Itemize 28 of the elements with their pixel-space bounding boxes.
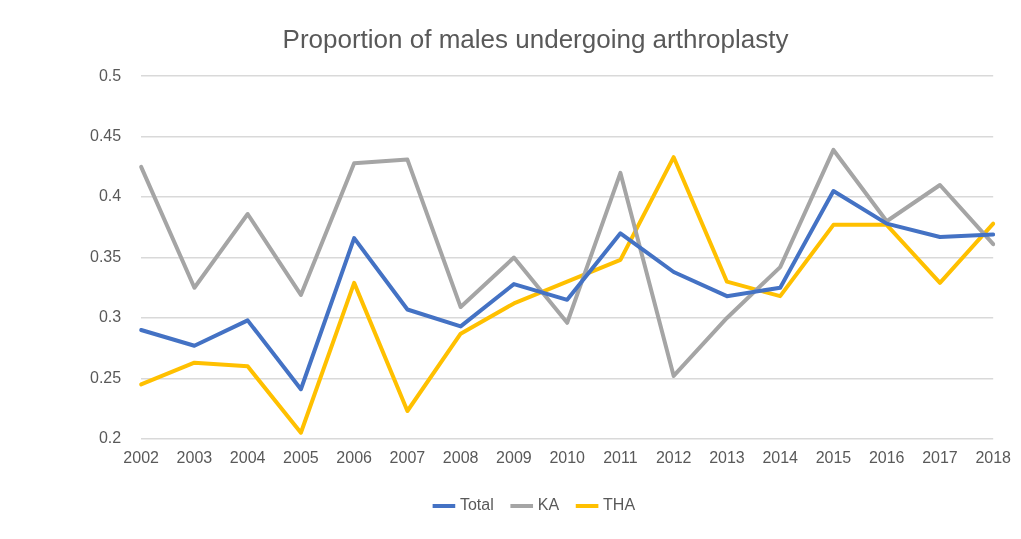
x-tick-label: 2014 [762, 448, 799, 466]
x-tick-label: 2012 [655, 448, 692, 466]
y-tick-label: 0.2 [98, 429, 122, 447]
y-tick-label: 0.5 [98, 66, 122, 84]
legend-label: THA [603, 496, 636, 514]
x-tick-label: 2013 [709, 448, 745, 466]
x-tick-label: 2005 [283, 448, 319, 466]
x-tick-label: 2011 [603, 448, 638, 466]
legend-label: Total [459, 496, 494, 514]
y-tick-label: 0.4 [98, 187, 122, 205]
x-tick-label: 2009 [496, 448, 532, 466]
x-tick-label: 2006 [336, 448, 373, 466]
y-tick-label: 0.3 [98, 308, 122, 326]
x-tick-label: 2015 [815, 448, 852, 466]
x-tick-label: 2017 [922, 448, 958, 466]
x-tick-label: 2008 [442, 448, 479, 466]
y-tick-label: 0.35 [90, 247, 122, 265]
legend-label: KA [537, 496, 560, 514]
x-tick-label: 2010 [549, 448, 586, 466]
chart-title: Proportion of males undergoing arthroplasty [282, 23, 789, 54]
x-tick-label: 2007 [389, 448, 426, 466]
x-tick-label: 2003 [176, 448, 213, 466]
x-tick-label: 2018 [975, 448, 1012, 466]
y-tick-label: 0.25 [90, 368, 122, 386]
x-tick-label: 2004 [229, 448, 266, 466]
y-tick-label: 0.45 [90, 127, 122, 145]
x-tick-label: 2016 [868, 448, 905, 466]
x-tick-label: 2002 [123, 448, 160, 466]
